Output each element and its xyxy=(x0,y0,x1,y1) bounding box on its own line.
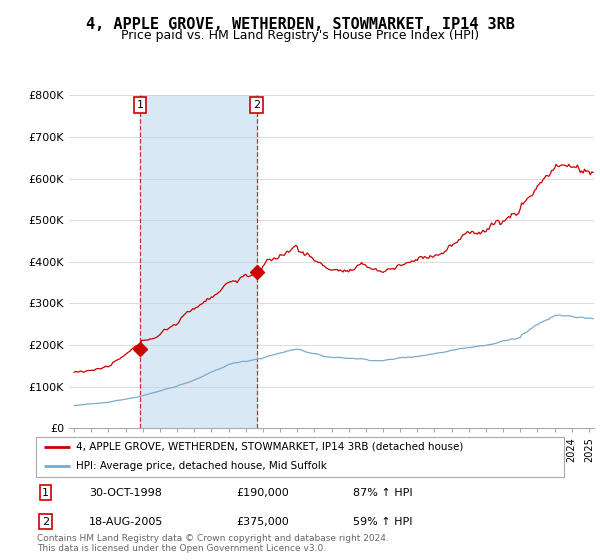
Text: 87% ↑ HPI: 87% ↑ HPI xyxy=(353,488,412,498)
Text: Price paid vs. HM Land Registry's House Price Index (HPI): Price paid vs. HM Land Registry's House … xyxy=(121,29,479,42)
Bar xyxy=(140,95,257,428)
Text: Contains HM Land Registry data © Crown copyright and database right 2024.
This d: Contains HM Land Registry data © Crown c… xyxy=(37,534,389,553)
Text: £190,000: £190,000 xyxy=(236,488,289,498)
Text: 4, APPLE GROVE, WETHERDEN, STOWMARKET, IP14 3RB (detached house): 4, APPLE GROVE, WETHERDEN, STOWMARKET, I… xyxy=(76,442,463,452)
Text: HPI: Average price, detached house, Mid Suffolk: HPI: Average price, detached house, Mid … xyxy=(76,461,326,471)
Text: 59% ↑ HPI: 59% ↑ HPI xyxy=(353,517,412,527)
Text: 2: 2 xyxy=(253,100,260,110)
Text: 1: 1 xyxy=(42,488,49,498)
Text: 2: 2 xyxy=(42,517,49,527)
Text: 18-AUG-2005: 18-AUG-2005 xyxy=(89,517,163,527)
Text: 30-OCT-1998: 30-OCT-1998 xyxy=(89,488,161,498)
Text: 4, APPLE GROVE, WETHERDEN, STOWMARKET, IP14 3RB: 4, APPLE GROVE, WETHERDEN, STOWMARKET, I… xyxy=(86,17,514,32)
Text: £375,000: £375,000 xyxy=(236,517,289,527)
Text: 1: 1 xyxy=(136,100,143,110)
